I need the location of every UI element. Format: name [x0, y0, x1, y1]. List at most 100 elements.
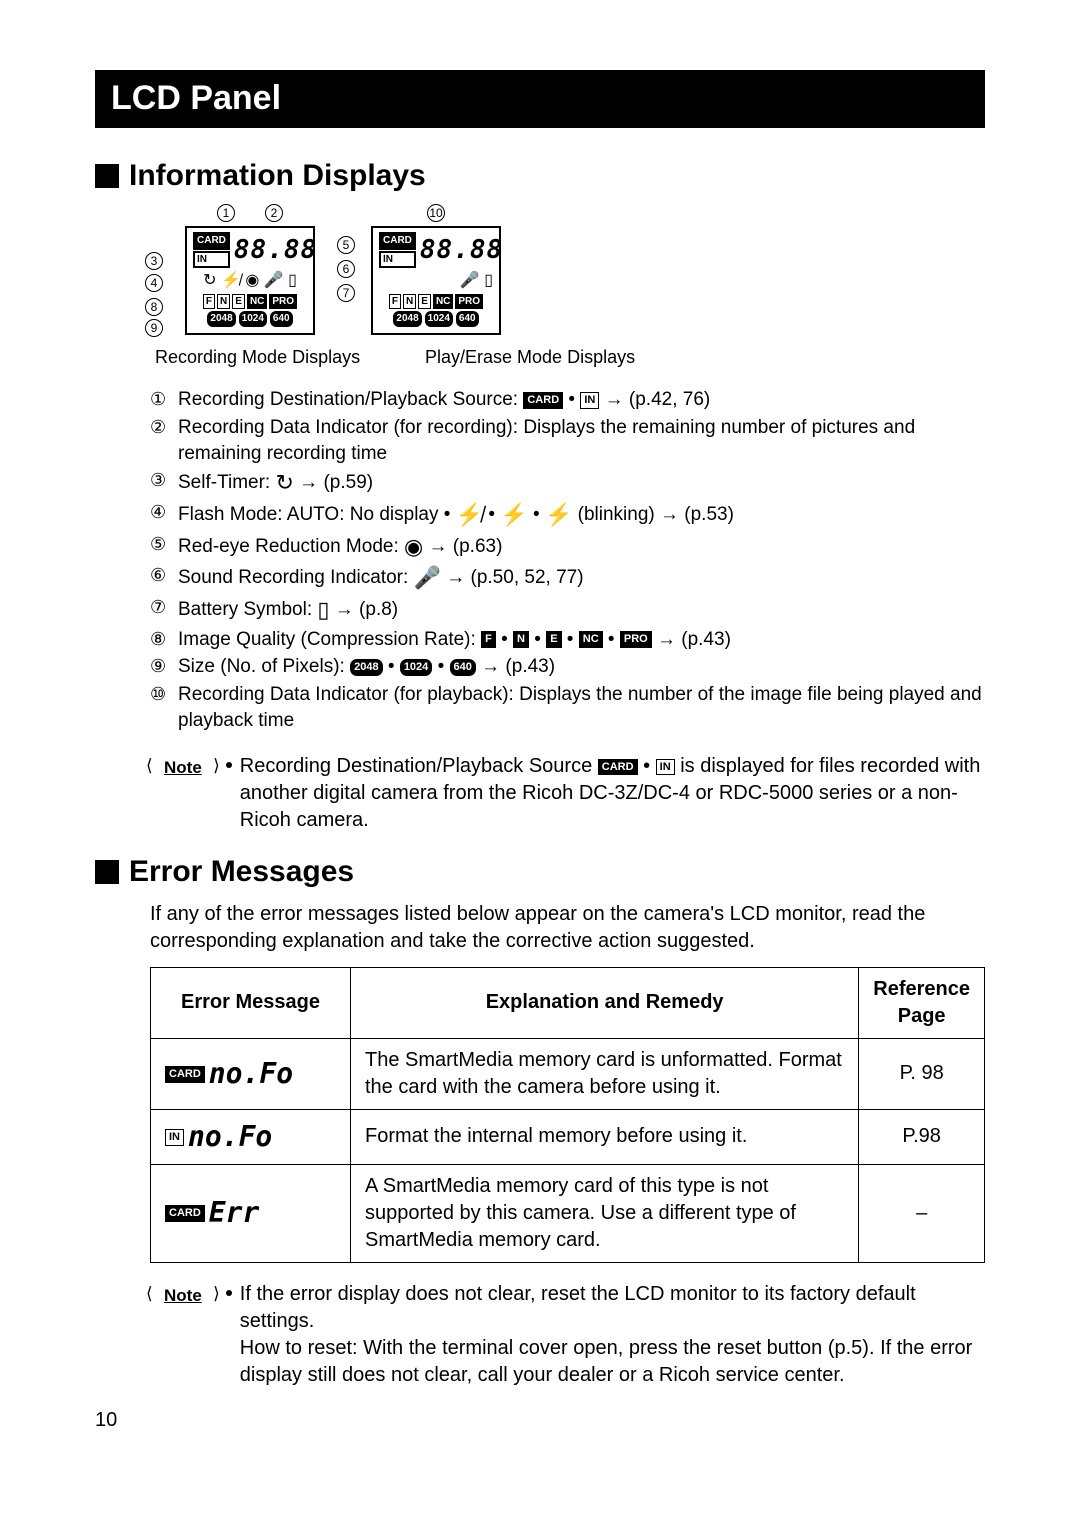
play-lcd: CARD IN 88.88 🎤 ▯ FNENCPRO 20481024640 [371, 226, 501, 335]
definition-number: ⑥ [150, 563, 172, 587]
seg-display: 88.88 [234, 233, 317, 268]
symbol-row: ↻ ⚡̸ ◉ 🎤 ▯ [193, 270, 307, 292]
th-reference: Reference Page [859, 967, 985, 1038]
card-icon: CARD [598, 759, 638, 776]
definition-item: ⑤Red-eye Reduction Mode: ◉ → (p.63) [150, 532, 985, 562]
size-chip: 2048 [393, 311, 421, 327]
error-message-cell: CARDErr [151, 1164, 351, 1262]
definition-text: Size (No. of Pixels): 2048 • 1024 • 640 … [178, 654, 555, 680]
quality-chip: N [217, 294, 230, 310]
callout-2: 2 [265, 204, 283, 222]
quality-chip: F [203, 294, 215, 310]
definition-text: Recording Data Indicator (for playback):… [178, 682, 985, 733]
explanation-cell: A SmartMedia memory card of this type is… [351, 1164, 859, 1262]
table-row: CARDno.FoThe SmartMedia memory card is u… [151, 1038, 985, 1109]
size-chip: 2048 [207, 311, 235, 327]
heading-text: Information Displays [129, 156, 426, 197]
table-row: CARDErrA SmartMedia memory card of this … [151, 1164, 985, 1262]
definition-number: ② [150, 415, 172, 439]
size-chip: 640 [270, 311, 293, 327]
definition-item: ⑩Recording Data Indicator (for playback)… [150, 682, 985, 733]
lcd-displays-row: 1 2 5 6 7 3 4 8 9 CARD IN 88.88 ↻ ⚡̸ ◉ 🎤… [185, 204, 985, 335]
callout-9: 9 [145, 319, 163, 337]
error-message-cell: INno.Fo [151, 1109, 351, 1164]
quality-row: FNENCPRO [193, 294, 307, 310]
callout-8: 8 [145, 298, 163, 316]
callout-4: 4 [145, 274, 163, 292]
definition-item: ⑨Size (No. of Pixels): 2048 • 1024 • 640… [150, 654, 985, 680]
note-2: Note If the error display does not clear… [150, 1281, 985, 1389]
seg-display: 88.88 [420, 233, 503, 268]
error-message-cell: CARDno.Fo [151, 1038, 351, 1109]
definition-number: ⑧ [150, 627, 172, 651]
definition-text: Self-Timer: ↻ → (p.59) [178, 468, 373, 498]
quality-chip: PRO [455, 294, 483, 310]
section-heading-error: Error Messages [95, 852, 985, 893]
section-heading-information: Information Displays [95, 156, 985, 197]
definition-number: ⑩ [150, 682, 172, 706]
definition-text: Battery Symbol: ▯ → (p.8) [178, 595, 398, 625]
note-badge: Note [150, 753, 216, 784]
reference-cell: P. 98 [859, 1038, 985, 1109]
square-bullet-icon [95, 164, 119, 188]
definition-item: ⑦Battery Symbol: ▯ → (p.8) [150, 595, 985, 625]
size-row: 20481024640 [193, 311, 307, 327]
definition-number: ⑦ [150, 595, 172, 619]
in-icon: IN [193, 251, 230, 269]
card-icon: CARD [379, 232, 416, 250]
definition-text: Recording Data Indicator (for recording)… [178, 415, 985, 466]
definition-item: ⑧Image Quality (Compression Rate): F • N… [150, 627, 985, 653]
bullet-icon [226, 1290, 232, 1296]
definition-item: ②Recording Data Indicator (for recording… [150, 415, 985, 466]
callout-1: 1 [217, 204, 235, 222]
symbol-row-play: 🎤 ▯ [379, 270, 493, 292]
callout-6: 6 [337, 260, 355, 278]
definition-number: ① [150, 387, 172, 411]
table-header-row: Error Message Explanation and Remedy Ref… [151, 967, 985, 1038]
th-error: Error Message [151, 967, 351, 1038]
quality-chip: N [403, 294, 416, 310]
explanation-cell: Format the internal memory before using … [351, 1109, 859, 1164]
in-icon: IN [656, 759, 675, 776]
note-1-text: Recording Destination/Playback Source CA… [240, 753, 985, 834]
note2-line1: If the error display does not clear, res… [240, 1281, 985, 1335]
size-chip: 1024 [239, 311, 267, 327]
definition-item: ④Flash Mode: AUTO: No display • ⚡̸ • ⚡ •… [150, 500, 985, 530]
quality-chip: NC [433, 294, 453, 310]
card-icon: CARD [193, 232, 230, 250]
definition-text: Sound Recording Indicator: 🎤 → (p.50, 52… [178, 563, 584, 593]
bullet-icon [226, 762, 232, 768]
caption-row: Recording Mode Displays Play/Erase Mode … [155, 345, 985, 369]
quality-chip: E [232, 294, 245, 310]
note-badge: Note [150, 1281, 216, 1312]
note-2-text: If the error display does not clear, res… [240, 1281, 985, 1389]
size-chip: 640 [456, 311, 479, 327]
recording-mode-panel-box: 1 2 5 6 7 3 4 8 9 CARD IN 88.88 ↻ ⚡̸ ◉ 🎤… [185, 226, 315, 335]
play-mode-panel-box: 10 CARD IN 88.88 🎤 ▯ FNENCPRO 2048102464… [371, 226, 501, 335]
page-title: LCD Panel [95, 70, 985, 128]
square-bullet-icon [95, 860, 119, 884]
size-row: 20481024640 [379, 311, 493, 327]
error-intro: If any of the error messages listed belo… [150, 901, 985, 955]
reference-cell: – [859, 1164, 985, 1262]
error-table: Error Message Explanation and Remedy Ref… [150, 967, 985, 1263]
quality-chip: F [389, 294, 401, 310]
quality-chip: NC [247, 294, 267, 310]
definition-text: Recording Destination/Playback Source: C… [178, 387, 710, 413]
callout-10: 10 [427, 204, 445, 222]
definition-number: ⑨ [150, 654, 172, 678]
explanation-cell: The SmartMedia memory card is unformatte… [351, 1038, 859, 1109]
note-1: Note Recording Destination/Playback Sour… [150, 753, 985, 834]
definition-list: ①Recording Destination/Playback Source: … [150, 387, 985, 733]
reference-cell: P.98 [859, 1109, 985, 1164]
in-icon: IN [379, 251, 416, 269]
callout-5: 5 [337, 236, 355, 254]
definition-item: ⑥Sound Recording Indicator: 🎤 → (p.50, 5… [150, 563, 985, 593]
heading-text: Error Messages [129, 852, 354, 893]
quality-chip: E [418, 294, 431, 310]
page-number: 10 [95, 1407, 985, 1434]
definition-text: Red-eye Reduction Mode: ◉ → (p.63) [178, 532, 502, 562]
th-explanation: Explanation and Remedy [351, 967, 859, 1038]
quality-row: FNENCPRO [379, 294, 493, 310]
caption-recording: Recording Mode Displays [155, 345, 385, 369]
